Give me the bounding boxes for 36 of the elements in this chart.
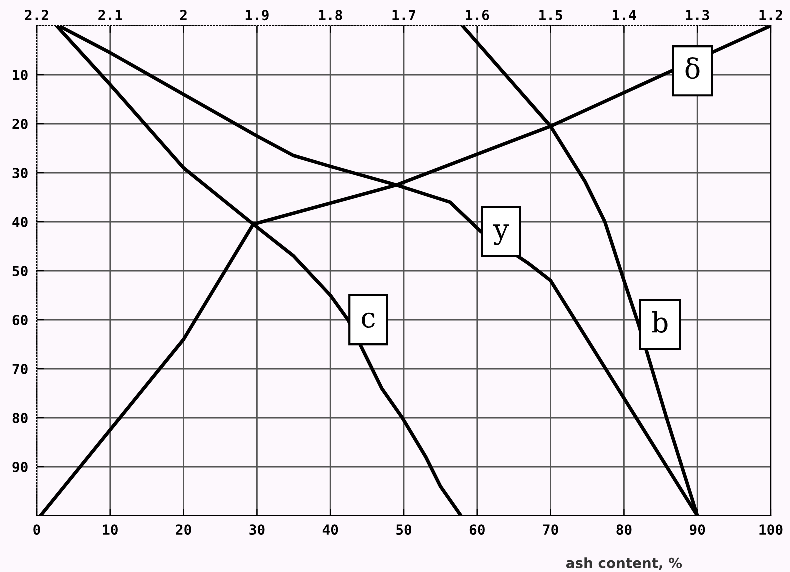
x2-tick-label: 1.3 [686,10,710,21]
x2-tick-label: 2.2 [25,10,48,20]
x2-tick-label: 2.1 [98,10,122,20]
y-tick-label: 50 [12,266,28,276]
x-axis-title: ash content, % [566,558,682,570]
x2-tick-label: 1.5 [540,10,562,21]
annotation: δ [686,57,700,80]
x2-tick-label: 1.6 [466,10,490,21]
y-tick-label: 70 [12,364,28,374]
x-tick-label: 50 [396,524,412,536]
x-tick-label: 60 [470,524,485,536]
x-tick-label: 10 [103,524,118,536]
annotation: y [493,224,510,246]
y-tick-label: 30 [12,168,28,178]
x-tick-label: 80 [616,524,632,536]
x2-tick-label: 2 [180,10,187,20]
y-tick-label: 20 [12,118,28,130]
x-tick-label: 40 [322,524,338,536]
y-tick-label: 90 [12,462,28,473]
x2-tick-label: 1.2 [760,10,782,20]
annotation: c [362,312,375,328]
x2-tick-label: 1.8 [319,10,342,21]
annotation: b [652,311,668,333]
x2-tick-label: 1.9 [246,10,269,21]
x-tick-label: 100 [760,524,783,536]
y-tick-label: 80 [12,412,28,424]
x-tick-label: 90 [690,524,706,536]
y-tick-label: 60 [12,314,28,326]
x2-tick-label: 1.7 [392,10,416,20]
x2-tick-label: 1.4 [612,10,636,20]
x-tick-label: 30 [250,524,265,536]
y-tick-label: 10 [13,70,28,80]
y-tick-label: 40 [12,216,28,228]
x-tick-label: 20 [176,524,192,536]
x-tick-label: 70 [543,524,558,536]
x-tick-label: 0 [34,524,40,536]
